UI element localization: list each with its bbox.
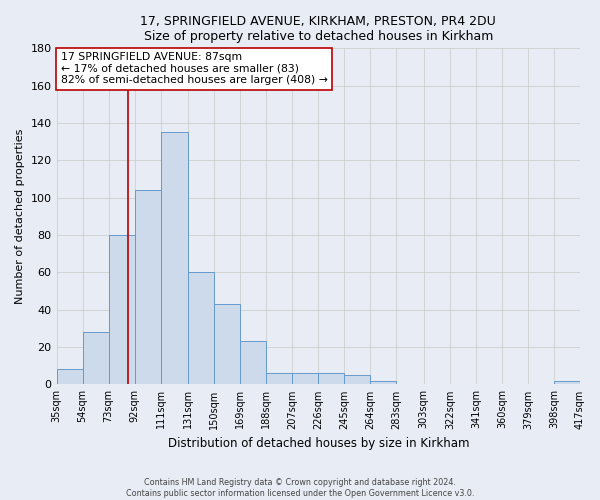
Bar xyxy=(161,132,188,384)
Bar xyxy=(188,272,214,384)
Text: Contains HM Land Registry data © Crown copyright and database right 2024.
Contai: Contains HM Land Registry data © Crown c… xyxy=(126,478,474,498)
Bar xyxy=(370,380,397,384)
Bar xyxy=(240,342,266,384)
Bar xyxy=(134,190,161,384)
Bar xyxy=(554,380,580,384)
Y-axis label: Number of detached properties: Number of detached properties xyxy=(15,128,25,304)
Text: 17 SPRINGFIELD AVENUE: 87sqm
← 17% of detached houses are smaller (83)
82% of se: 17 SPRINGFIELD AVENUE: 87sqm ← 17% of de… xyxy=(61,52,328,86)
Bar xyxy=(344,375,370,384)
Bar xyxy=(266,373,292,384)
Bar xyxy=(109,235,134,384)
Bar xyxy=(56,370,83,384)
Bar xyxy=(83,332,109,384)
Bar xyxy=(318,373,344,384)
Bar xyxy=(292,373,318,384)
X-axis label: Distribution of detached houses by size in Kirkham: Distribution of detached houses by size … xyxy=(167,437,469,450)
Bar xyxy=(214,304,240,384)
Title: 17, SPRINGFIELD AVENUE, KIRKHAM, PRESTON, PR4 2DU
Size of property relative to d: 17, SPRINGFIELD AVENUE, KIRKHAM, PRESTON… xyxy=(140,15,496,43)
